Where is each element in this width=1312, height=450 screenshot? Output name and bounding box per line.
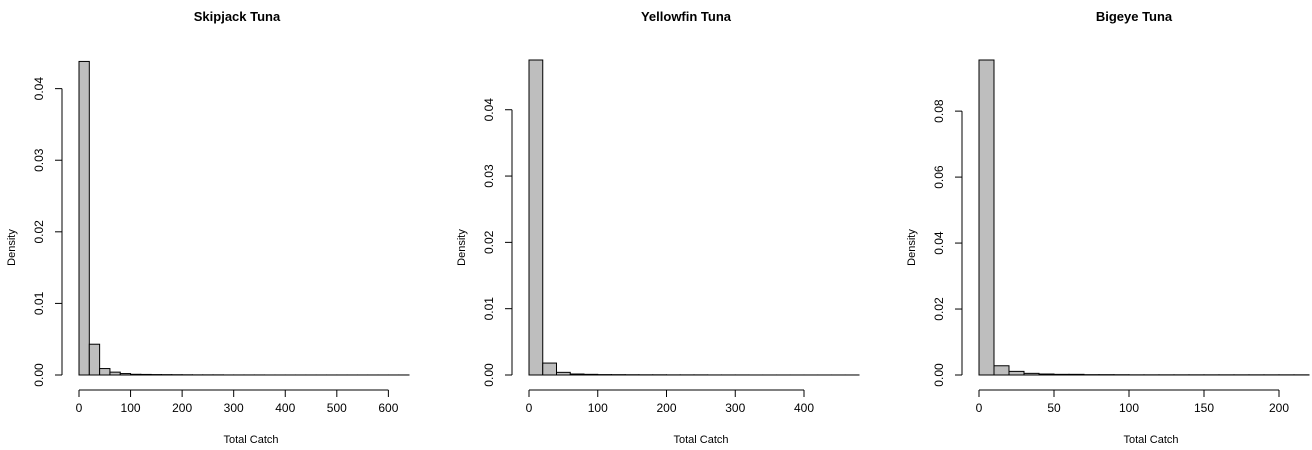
y-tick-label: 0.04 (932, 231, 946, 255)
y-tick-label: 0.00 (482, 363, 496, 387)
y-tick-label: 0.00 (32, 363, 46, 387)
histogram-bar (109, 371, 121, 376)
histogram-bar (130, 373, 142, 376)
histogram-bar (119, 373, 132, 376)
y-axis-label: Density (6, 229, 18, 266)
histogram-bar (88, 343, 101, 376)
y-axis-label: Density (906, 229, 918, 266)
y-tick-label: 0.04 (32, 77, 46, 101)
histogram-bar (993, 365, 1010, 376)
y-axis-label: Density (456, 229, 468, 266)
histogram-panel: Bigeye Tuna 0 50 100 150 200 0.00 0.02 0.04 0.06 0… (906, 9, 1310, 446)
x-tick-label: 200 (656, 401, 676, 415)
y-tick-label: 0.02 (482, 230, 496, 254)
x-tick-label: 100 (121, 401, 141, 415)
histogram-bar (1038, 373, 1055, 376)
x-tick-label: 600 (378, 401, 398, 415)
histogram-panel: Skipjack Tuna 0 100 200 300 400 500 600 0.00 0.01… (6, 9, 410, 446)
histogram-bar (1023, 372, 1040, 376)
y-tick-label: 0.00 (932, 363, 946, 387)
x-tick-label: 100 (1119, 401, 1139, 415)
histogram-panel: Yellowfin Tuna 0 100 200 300 400 0.00 0.01 0.02 0… (456, 9, 860, 446)
y-tick-label: 0.01 (32, 291, 46, 315)
histogram-bar (583, 373, 599, 376)
y-tick-label: 0.06 (932, 165, 946, 189)
x-tick-label: 0 (76, 401, 83, 415)
histogram-bar (528, 59, 544, 376)
x-tick-label: 500 (327, 401, 347, 415)
x-tick-label: 400 (794, 401, 814, 415)
x-axis-label: Total Catch (1123, 434, 1178, 446)
x-tick-label: 100 (588, 401, 608, 415)
y-tick-label: 0.03 (32, 148, 46, 172)
y-tick-label: 0.02 (932, 297, 946, 321)
x-tick-label: 400 (275, 401, 295, 415)
histogram-bar (542, 362, 557, 376)
histogram-bar (140, 373, 152, 376)
histogram-bar (978, 59, 995, 376)
x-tick-label: 0 (976, 401, 983, 415)
x-tick-label: 200 (1269, 401, 1289, 415)
histogram-bar (556, 371, 571, 376)
x-tick-label: 0 (526, 401, 533, 415)
histogram-bar (1008, 370, 1025, 376)
x-tick-label: 300 (224, 401, 244, 415)
y-tick-label: 0.02 (32, 220, 46, 244)
histogram-bar (1068, 373, 1085, 376)
histogram-bar (569, 373, 585, 376)
chart-title: Bigeye Tuna (1096, 9, 1173, 24)
y-tick-label: 0.01 (482, 297, 496, 321)
x-axis-label: Total Catch (223, 434, 278, 446)
x-tick-label: 300 (725, 401, 745, 415)
x-tick-label: 50 (1047, 401, 1061, 415)
histogram-bar (99, 368, 111, 376)
histogram-bar (78, 60, 90, 376)
y-tick-label: 0.08 (932, 99, 946, 123)
y-tick-label: 0.03 (482, 164, 496, 188)
histogram-bar (1053, 373, 1070, 376)
x-tick-label: 150 (1194, 401, 1214, 415)
x-tick-label: 200 (172, 401, 192, 415)
chart-title: Skipjack Tuna (194, 9, 281, 24)
y-tick-label: 0.04 (482, 98, 496, 122)
chart-title: Yellowfin Tuna (641, 9, 732, 24)
x-axis-label: Total Catch (673, 434, 728, 446)
